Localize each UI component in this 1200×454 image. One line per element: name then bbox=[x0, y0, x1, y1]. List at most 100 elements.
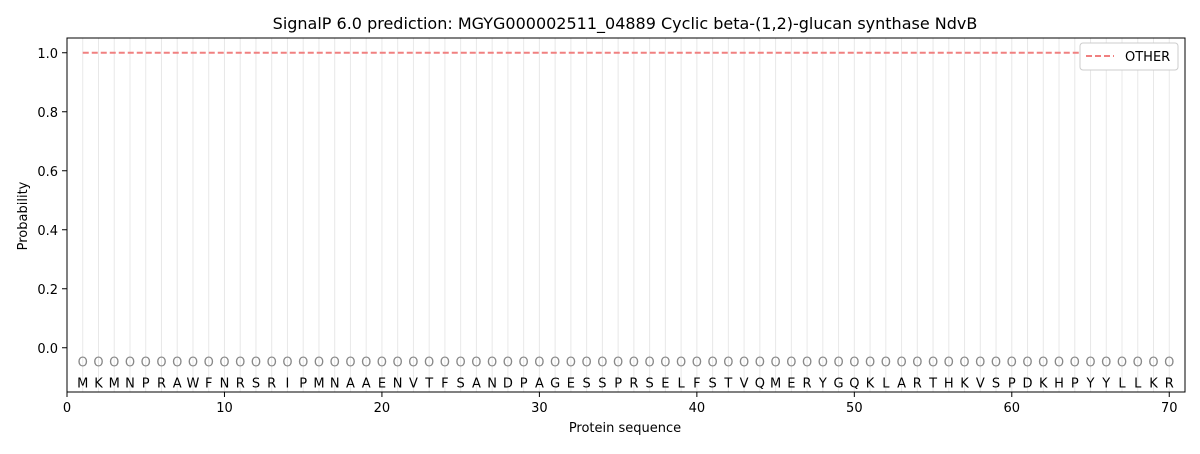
region-label: O bbox=[487, 356, 497, 371]
residue-label: L bbox=[882, 377, 890, 392]
residue-label: H bbox=[944, 377, 954, 392]
region-label: O bbox=[188, 356, 198, 371]
region-label: O bbox=[235, 356, 245, 371]
region-label: O bbox=[770, 356, 780, 371]
region-label: O bbox=[345, 356, 355, 371]
residue-label: G bbox=[550, 377, 560, 392]
region-label: O bbox=[707, 356, 717, 371]
x-tick-label: 10 bbox=[216, 401, 233, 416]
residue-label: H bbox=[1054, 377, 1064, 392]
residue-label: Y bbox=[1086, 377, 1095, 392]
y-tick-label: 1.0 bbox=[37, 47, 58, 62]
residue-label: L bbox=[1134, 377, 1142, 392]
region-label: O bbox=[93, 356, 103, 371]
region-label: O bbox=[314, 356, 324, 371]
residue-label: P bbox=[299, 377, 307, 392]
region-label: O bbox=[645, 356, 655, 371]
residue-label: K bbox=[1039, 377, 1048, 392]
region-label: O bbox=[912, 356, 922, 371]
x-tick-label: 30 bbox=[531, 401, 548, 416]
residue-label: P bbox=[1071, 377, 1079, 392]
legend-label-other: OTHER bbox=[1125, 50, 1170, 65]
region-label: O bbox=[361, 356, 371, 371]
region-label: O bbox=[456, 356, 466, 371]
region-label: O bbox=[1054, 356, 1064, 371]
residue-label: N bbox=[220, 377, 230, 392]
region-label: O bbox=[78, 356, 88, 371]
region-label: O bbox=[282, 356, 292, 371]
residue-label: W bbox=[187, 377, 200, 392]
residue-label: R bbox=[267, 377, 276, 392]
residue-label: K bbox=[1149, 377, 1158, 392]
region-label: O bbox=[881, 356, 891, 371]
residue-label: F bbox=[205, 377, 212, 392]
region-label: O bbox=[424, 356, 434, 371]
residue-label: A bbox=[897, 377, 906, 392]
residue-label: P bbox=[1008, 377, 1016, 392]
x-tick-label: 0 bbox=[63, 401, 71, 416]
residue-label: A bbox=[535, 377, 544, 392]
y-axis-label: Probability bbox=[16, 181, 31, 250]
x-axis-ticks: 0 10 20 30 40 50 60 70 bbox=[63, 392, 1178, 416]
residue-label: S bbox=[252, 377, 260, 392]
residue-label: N bbox=[393, 377, 403, 392]
region-label: O bbox=[959, 356, 969, 371]
y-tick-label: 0.6 bbox=[37, 165, 58, 180]
residue-label: Y bbox=[818, 377, 827, 392]
region-label: O bbox=[1148, 356, 1158, 371]
region-label: O bbox=[219, 356, 229, 371]
residue-label: A bbox=[346, 377, 355, 392]
residue-label: S bbox=[583, 377, 591, 392]
region-label: O bbox=[1007, 356, 1017, 371]
region-label: O bbox=[550, 356, 560, 371]
residue-label: K bbox=[94, 377, 103, 392]
chart-title: SignalP 6.0 prediction: MGYG000002511_04… bbox=[273, 14, 978, 34]
region-label: O bbox=[896, 356, 906, 371]
residue-label: F bbox=[693, 377, 700, 392]
residue-label: K bbox=[866, 377, 875, 392]
residue-label: I bbox=[286, 377, 290, 392]
residue-label: R bbox=[913, 377, 922, 392]
y-axis-ticks: 0.0 0.2 0.4 0.6 0.8 1.0 bbox=[37, 47, 67, 357]
x-tick-label: 20 bbox=[374, 401, 391, 416]
y-tick-label: 0.8 bbox=[37, 106, 58, 121]
residue-label: S bbox=[645, 377, 653, 392]
residue-label: N bbox=[330, 377, 340, 392]
residue-label: S bbox=[457, 377, 465, 392]
residue-label: T bbox=[424, 377, 433, 392]
residue-label: M bbox=[109, 377, 120, 392]
x-tick-label: 60 bbox=[1004, 401, 1021, 416]
residue-label: V bbox=[409, 377, 418, 392]
region-label: O bbox=[267, 356, 277, 371]
region-label: O bbox=[330, 356, 340, 371]
x-tick-label: 40 bbox=[689, 401, 706, 416]
residue-label: S bbox=[992, 377, 1000, 392]
residue-label: P bbox=[142, 377, 150, 392]
region-label: O bbox=[786, 356, 796, 371]
residue-label: D bbox=[1023, 377, 1033, 392]
x-axis-label: Protein sequence bbox=[569, 421, 681, 436]
residue-label: K bbox=[960, 377, 969, 392]
region-label: O bbox=[629, 356, 639, 371]
legend-box bbox=[1079, 42, 1179, 71]
x-tick-label: 50 bbox=[846, 401, 863, 416]
residue-label: R bbox=[629, 377, 638, 392]
region-label: O bbox=[1022, 356, 1032, 371]
region-label: O bbox=[944, 356, 954, 371]
residue-label: E bbox=[567, 377, 575, 392]
residue-label: T bbox=[928, 377, 937, 392]
region-label: O bbox=[125, 356, 135, 371]
region-label: O bbox=[865, 356, 875, 371]
residue-label: F bbox=[441, 377, 448, 392]
y-tick-label: 0.2 bbox=[37, 283, 58, 298]
region-label: O bbox=[1133, 356, 1143, 371]
residue-label: T bbox=[723, 377, 732, 392]
plot-frame bbox=[66, 37, 1186, 393]
region-label: O bbox=[676, 356, 686, 371]
region-label: O bbox=[582, 356, 592, 371]
region-label: O bbox=[660, 356, 670, 371]
y-tick-label: 0.0 bbox=[37, 342, 58, 357]
region-label: O bbox=[471, 356, 481, 371]
region-label: O bbox=[833, 356, 843, 371]
